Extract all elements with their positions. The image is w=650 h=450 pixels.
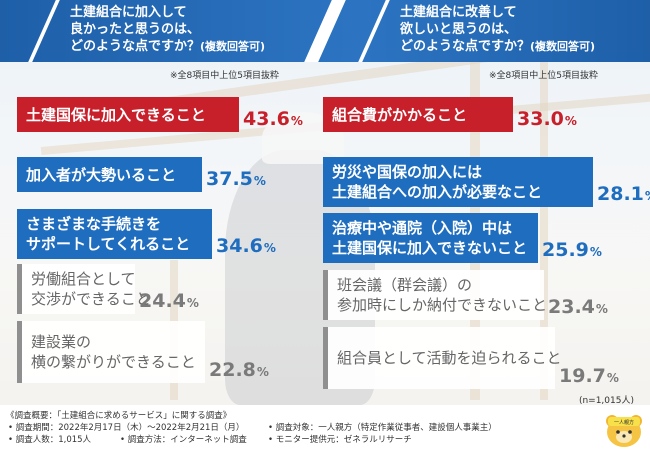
left-bar: 労働組合として 交渉ができること <box>17 264 151 314</box>
sample-size-note: (n=1,015人) <box>578 396 634 406</box>
right-bar: 労災や国保の加入には土建組合への加入が必要なこと <box>323 157 593 207</box>
left-bar-item: 加入者が大勢いること 37.5% <box>17 157 327 192</box>
left-bar: 建設業の横の繋がりができること <box>17 321 205 383</box>
right-bar-value: 23.4% <box>548 296 608 318</box>
left-bar-label: さまざまな手続きを <box>26 215 162 233</box>
left-bar-label: 加入者が大勢いること <box>26 165 177 184</box>
left-note: ※全8項目中上位5項目抜粋 <box>170 71 279 81</box>
right-bar-value: 28.1% <box>597 183 650 205</box>
right-question-title: 土建組合に改善して 欲しいと思うのは、 どのような点ですか？(複数回答可) <box>400 5 596 54</box>
survey-footer: 《調査概要：「土建組合に求めるサービス」に関する調査》 • 調査期間：2022年… <box>0 405 650 450</box>
header-banner: 土建組合に加入して 良かったと思うのは、 どのような点ですか？(複数回答可) 土… <box>0 0 650 62</box>
left-bar-item: 建設業の 横の繋がりができること 22.8% <box>17 321 327 383</box>
right-bar: 組合員として活動を迫られること <box>323 327 562 389</box>
left-bar: 加入者が大勢いること <box>17 157 202 192</box>
survey-count: • 調査人数：1,015人 <box>8 435 92 445</box>
left-bar-label: 建設業の <box>31 333 92 351</box>
left-bar-item: 土建国保に加入できること 43.6% <box>17 97 327 132</box>
right-bar-item: 班会議（群会議）の参加時にしか納付できないこと 23.4% <box>323 270 633 320</box>
survey-period: • 調査期間：2022年2月17日（木）～2022年2月21日（月） <box>8 423 245 433</box>
right-bar: 組合費がかかること <box>323 97 513 132</box>
bear-mascot-icon: 一人親方 <box>606 415 642 447</box>
left-bar-label: 交渉ができること <box>31 290 151 308</box>
survey-provider: • モニター提供元：ゼネラルリサーチ <box>268 435 412 445</box>
left-bar-label: 横の繋がりができること <box>31 353 196 371</box>
left-bar-label: サポートしてくれること <box>26 235 191 253</box>
left-bar-value: 43.6% <box>243 108 303 130</box>
right-bar-label: 組合費がかかること <box>332 105 468 124</box>
left-bar-value: 37.5% <box>206 168 266 190</box>
right-bar-item: 組合費がかかること 33.0% <box>323 97 633 132</box>
right-bar-label: 組合員として活動を迫られること <box>337 349 562 367</box>
left-bar-label: 土建国保に加入できること <box>26 105 206 124</box>
left-bar-value: 34.6% <box>216 235 276 257</box>
right-bar-label: 班会議（群会議）の <box>337 276 473 294</box>
left-bar-value: 24.4% <box>139 290 199 312</box>
right-bar-label: 治療中や通院（入院）中は <box>332 219 513 237</box>
left-bar: さまざまな手続きをサポートしてくれること <box>17 209 212 259</box>
mascot-text: 一人親方 <box>614 419 634 426</box>
survey-overview: 《調査概要：「土建組合に求めるサービス」に関する調査》 <box>6 411 232 421</box>
right-bar-label: 土建組合への加入が必要なこと <box>332 183 543 201</box>
left-bar-label: 労働組合として <box>31 270 136 288</box>
left-bar-item: さまざまな手続きを サポートしてくれること 34.6% <box>17 209 327 259</box>
right-bar-label: 労災や国保の加入には <box>332 163 483 181</box>
left-bar-item: 労働組合として 交渉ができること 24.4% <box>17 264 327 314</box>
right-bar-value: 19.7% <box>559 365 619 387</box>
left-bar: 土建国保に加入できること <box>17 97 239 132</box>
right-note: ※全8項目中上位5項目抜粋 <box>489 71 598 81</box>
left-question-title: 土建組合に加入して 良かったと思うのは、 どのような点ですか？(複数回答可) <box>70 5 266 54</box>
right-bar: 班会議（群会議）の参加時にしか納付できないこと <box>323 270 548 320</box>
right-bar: 治療中や通院（入院）中は 土建国保に加入できないこと <box>323 213 538 263</box>
right-bar-item: 組合員として活動を迫られること 19.7% <box>323 327 633 389</box>
survey-target: • 調査対象：一人親方（特定作業従事者、建設個人事業主） <box>268 423 497 433</box>
right-bar-value: 25.9% <box>542 239 602 261</box>
left-bar-value: 22.8% <box>209 359 269 381</box>
right-bar-item: 治療中や通院（入院）中は 土建国保に加入できないこと 25.9% <box>323 213 633 263</box>
right-bar-label: 参加時にしか納付できないこと <box>337 296 548 314</box>
right-bar-value: 33.0% <box>517 108 577 130</box>
right-bar-label: 土建国保に加入できないこと <box>332 239 528 257</box>
survey-method: • 調査方法：インターネット調査 <box>120 435 247 445</box>
